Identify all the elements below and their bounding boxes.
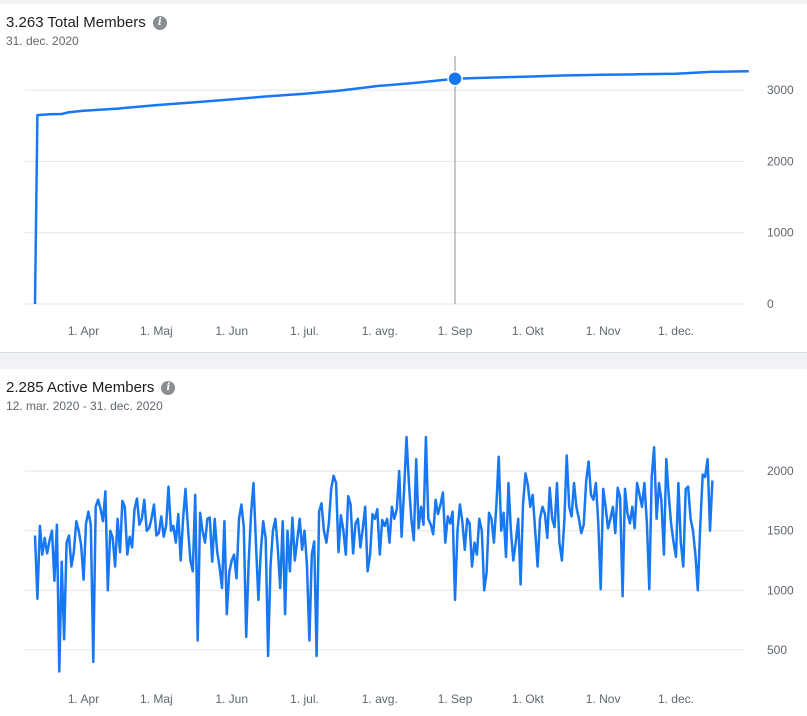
x-tick-label: 1. Okt: [512, 324, 545, 338]
y-tick-label: 3000: [767, 83, 794, 97]
series-line: [33, 70, 749, 305]
x-tick-label: 1. Nov: [586, 692, 621, 706]
chart-header: 3.263 Total Members i: [6, 14, 167, 31]
y-tick-label: 1000: [767, 226, 794, 240]
chart-title: 3.263 Total Members: [6, 14, 146, 31]
x-tick-label: 1. Apr: [68, 692, 99, 706]
info-icon[interactable]: i: [161, 380, 176, 395]
y-tick-label: 2000: [767, 154, 794, 168]
x-tick-label: 1. Sep: [438, 324, 473, 338]
info-icon[interactable]: i: [152, 15, 167, 30]
chart-subtitle: 31. dec. 2020: [6, 34, 79, 48]
x-tick-label: 1. Jun: [215, 692, 248, 706]
x-tick-label: 1. Maj: [140, 692, 173, 706]
total-members-chart[interactable]: 0 1000 2000 3000 1. Apr 1. Maj 1. Jun 1. jul. 1.…: [0, 4, 807, 352]
x-tick-label: 1. dec.: [658, 324, 694, 338]
y-tick-label: 0: [767, 297, 774, 311]
x-tick-label: 1. Maj: [140, 324, 173, 338]
chart-header: 2.285 Active Members i: [6, 379, 176, 396]
x-tick-label: 1. Sep: [438, 692, 473, 706]
x-tick-label: 1. Apr: [68, 324, 99, 338]
highlight-point: [447, 70, 463, 87]
series-line: [33, 435, 714, 673]
total-members-card: 3.263 Total Members i 31. dec. 2020 0 100…: [0, 4, 807, 353]
chart-title: 2.285 Active Members: [6, 379, 155, 396]
y-tick-label: 500: [767, 643, 787, 657]
y-tick-label: 1500: [767, 524, 794, 538]
x-tick-label: 1. Nov: [586, 324, 621, 338]
x-tick-label: 1. Okt: [512, 692, 545, 706]
active-members-chart[interactable]: 500 1000 1500 2000 1. Apr 1. Maj 1. Jun 1. jul.…: [0, 369, 807, 716]
x-tick-label: 1. avg.: [362, 324, 398, 338]
x-tick-label: 1. jul.: [290, 324, 319, 338]
chart-subtitle: 12. mar. 2020 - 31. dec. 2020: [6, 399, 163, 413]
x-tick-label: 1. jul.: [290, 692, 319, 706]
x-tick-label: 1. avg.: [362, 692, 398, 706]
y-tick-label: 2000: [767, 464, 794, 478]
y-tick-label: 1000: [767, 583, 794, 597]
x-tick-label: 1. Jun: [215, 324, 248, 338]
active-members-card: 2.285 Active Members i 12. mar. 2020 - 3…: [0, 369, 807, 716]
x-tick-label: 1. dec.: [658, 692, 694, 706]
